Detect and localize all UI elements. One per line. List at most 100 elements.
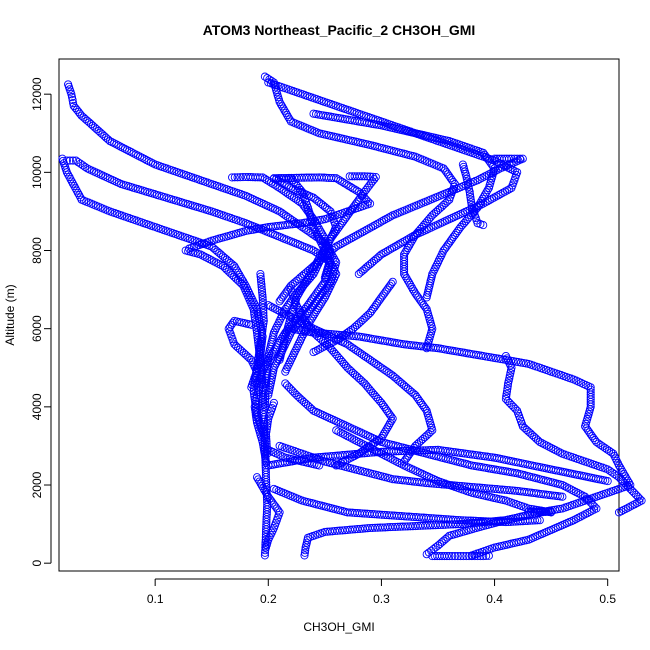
data-point: [214, 259, 223, 268]
data-point: [282, 310, 291, 319]
data-point: [344, 327, 353, 336]
data-point: [479, 552, 488, 561]
data-point: [256, 479, 265, 488]
data-point: [136, 152, 145, 161]
data-point: [216, 260, 225, 270]
data-point: [334, 334, 343, 343]
data-point: [421, 404, 430, 413]
data-point: [275, 297, 284, 306]
data-point: [289, 217, 299, 226]
data-point: [261, 488, 270, 497]
data-point: [396, 239, 405, 248]
data-point: [364, 224, 373, 233]
data-point: [377, 217, 386, 226]
data-point: [309, 246, 318, 255]
data-point: [256, 269, 265, 279]
data-point: [75, 191, 84, 200]
data-point: [448, 552, 457, 561]
data-point: [252, 368, 261, 378]
data-point: [477, 196, 486, 206]
data-point: [289, 193, 299, 202]
data-point: [383, 423, 392, 432]
data-point: [374, 361, 383, 370]
data-point: [370, 358, 379, 367]
data-point: [350, 185, 359, 194]
data-point: [300, 548, 309, 557]
data-point: [386, 454, 395, 463]
data-point: [363, 442, 372, 451]
data-point: [630, 500, 639, 509]
data-point: [357, 428, 366, 437]
y-tick-label: 0: [30, 560, 44, 567]
profile-series: [224, 316, 262, 376]
data-point: [251, 410, 260, 419]
data-point: [493, 165, 502, 174]
data-point: [388, 455, 397, 464]
data-point: [628, 501, 637, 510]
data-point: [503, 384, 512, 393]
data-point: [298, 318, 307, 327]
data-point: [598, 442, 607, 451]
data-point: [492, 192, 501, 201]
data-point: [456, 520, 465, 529]
data-point: [320, 293, 329, 302]
data-point: [325, 236, 334, 246]
data-point: [345, 341, 354, 350]
data-point: [254, 353, 263, 362]
data-point: [349, 232, 358, 242]
data-point: [258, 290, 267, 299]
data-point: [450, 552, 460, 561]
data-point: [346, 326, 356, 335]
data-point: [258, 324, 267, 333]
data-point: [251, 408, 260, 417]
data-point: [526, 504, 536, 513]
data-point: [259, 316, 268, 325]
data-point: [254, 475, 263, 484]
data-point: [435, 480, 444, 489]
data-point: [252, 473, 262, 482]
data-point: [569, 486, 578, 495]
data-point: [402, 274, 411, 283]
data-point: [285, 214, 294, 223]
data-point: [245, 354, 254, 363]
data-point: [418, 469, 427, 478]
data-point: [320, 273, 329, 282]
data-point: [296, 286, 305, 295]
data-point: [301, 546, 310, 555]
data-point: [255, 345, 264, 354]
data-point: [519, 358, 528, 368]
data-point: [228, 173, 237, 182]
data-point: [383, 246, 392, 255]
data-point: [258, 173, 267, 182]
data-point: [271, 304, 280, 313]
data-point: [487, 169, 496, 178]
data-point: [289, 314, 298, 323]
data-point: [340, 215, 349, 224]
data-point: [422, 550, 431, 559]
data-point: [498, 188, 507, 197]
data-point: [590, 505, 599, 514]
data-point: [502, 392, 511, 401]
data-point: [295, 337, 305, 346]
y-tick-label: 12000: [30, 77, 44, 111]
data-point: [465, 552, 474, 561]
data-point: [502, 387, 512, 396]
data-point: [277, 185, 286, 194]
data-point: [400, 457, 409, 466]
data-point: [148, 159, 158, 168]
data-point: [511, 404, 520, 413]
data-point: [387, 412, 396, 421]
data-point: [578, 511, 587, 520]
data-point: [484, 352, 493, 361]
data-point: [405, 278, 414, 287]
data-point: [456, 209, 465, 219]
data-point: [361, 430, 370, 439]
data-point: [388, 414, 397, 423]
data-point: [356, 193, 365, 202]
data-point: [253, 361, 262, 370]
data-point: [236, 173, 245, 182]
data-point: [400, 236, 409, 246]
data-point: [382, 367, 391, 376]
data-point: [315, 301, 324, 310]
data-point: [354, 269, 363, 279]
